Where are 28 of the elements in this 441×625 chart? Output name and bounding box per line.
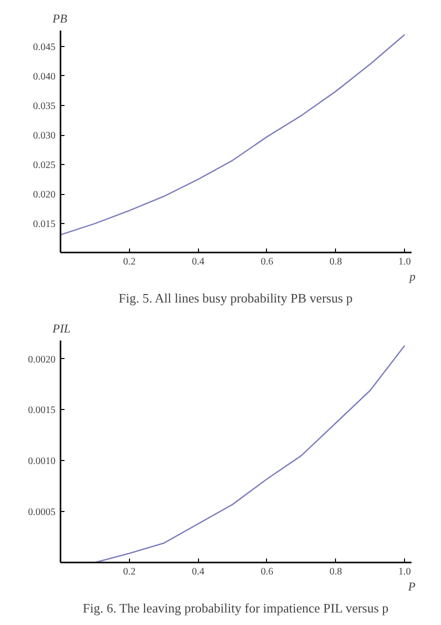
x-tick-label: 0.8 <box>330 566 342 578</box>
x-tick-label: 1.0 <box>398 566 411 578</box>
y-axis-title: PB <box>52 12 68 26</box>
x-axis-title: p <box>408 270 416 284</box>
text: Fig. 5. All lines busy probability PB versus p <box>118 290 353 306</box>
y-tick-label: 0.030 <box>33 130 56 142</box>
x-tick-label: 0.4 <box>192 566 204 578</box>
x-axis-title: P <box>407 580 416 594</box>
y-tick-label: 0.040 <box>33 71 56 82</box>
x-tick-label: 0.2 <box>123 256 136 268</box>
y-tick-label: 0.0005 <box>28 507 56 518</box>
y-tick-label: 0.045 <box>33 42 56 53</box>
x-tick-label: 0.6 <box>260 256 274 268</box>
y-tick-label: 0.025 <box>33 160 56 172</box>
y-tick-label: 0.015 <box>33 219 56 230</box>
y-tick-label: 0.0015 <box>28 405 56 416</box>
y-tick-label: 0.0010 <box>28 456 56 468</box>
x-tick-label: 0.8 <box>330 256 342 268</box>
x-tick-label: 0.4 <box>192 256 204 268</box>
y-tick-label: 0.020 <box>33 190 56 201</box>
x-tick-label: 0.2 <box>123 566 136 578</box>
text: Fig. 6. The leaving probability for impatience PIL versus p <box>82 600 389 616</box>
y-axis-title: PIL <box>52 322 71 336</box>
line-series <box>60 34 406 236</box>
y-tick-label: 0.0020 <box>28 354 56 366</box>
x-tick-label: 1.0 <box>398 256 411 268</box>
y-tick-label: 0.035 <box>33 100 56 112</box>
x-tick-label: 0.6 <box>260 566 274 578</box>
